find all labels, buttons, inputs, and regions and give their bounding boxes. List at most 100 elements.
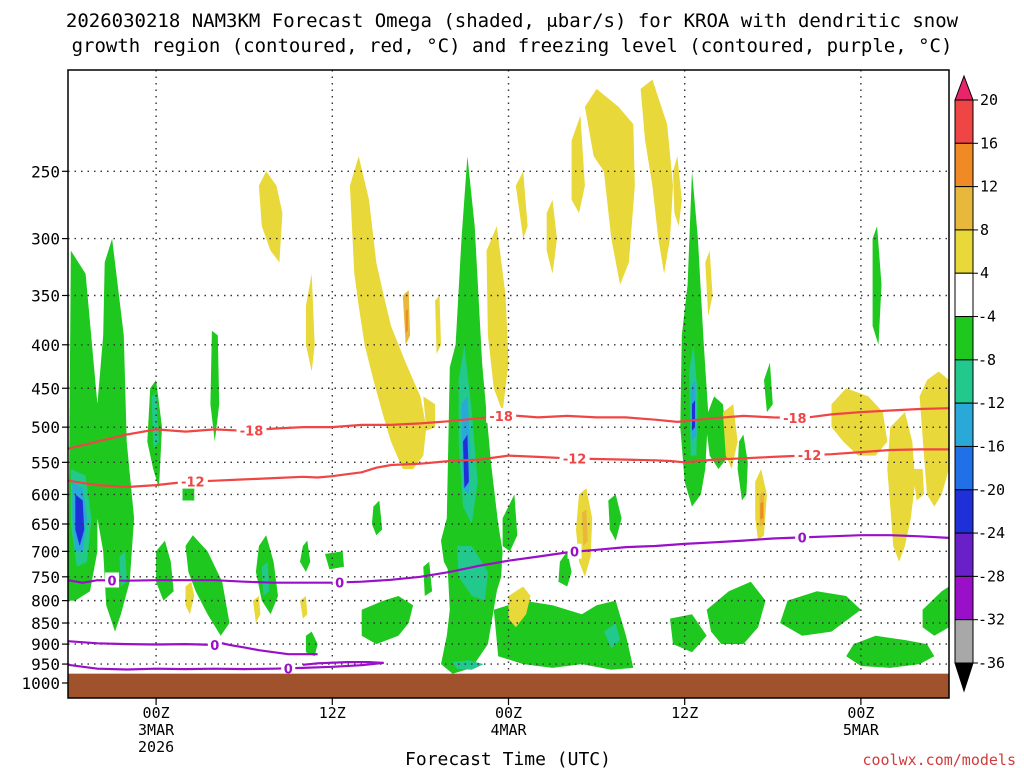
contour-label-bg-2-3 [795,529,810,545]
contour-line-4 [68,661,384,671]
omega-shade-73 [760,501,764,520]
chart-title-line-2: growth region (contoured, red, °C) and f… [72,35,953,57]
colorbar-bin-1 [954,99,974,144]
omega-shade-27 [780,591,861,636]
credit-text: coolwx.com/models [862,751,1016,768]
omega-shade-13 [371,500,383,536]
colorbar-bin-6 [954,316,974,361]
omega-shade-56 [640,79,673,274]
contour-label-3-0: 0 [210,639,219,654]
colorbar-label-13: -36 [978,654,1005,672]
colorbar-label-10: -24 [978,524,1005,542]
omega-shade-5 [156,540,174,601]
colorbar-bottom-arrow [954,662,974,693]
colorbar-bin-11 [954,532,974,577]
omega-shade-58 [705,250,713,316]
omega-shade-25 [670,614,707,653]
omega-shade-22 [705,396,729,469]
omega-shade-59 [722,404,738,469]
contour-label-2-3: 0 [798,531,807,546]
colorbar-bin-5 [954,272,974,318]
grid-layer [68,70,949,698]
y-tick-label-400: 400 [31,336,60,355]
contour-layer: -18 -18 -18 -12 -12 -12 0 0 0 0 0 0 [68,407,949,677]
omega-shade-26 [706,581,766,645]
x-tick-date-4: 5MAR [843,721,880,739]
omega-shade-52 [515,171,528,239]
omega-shade-34 [261,561,270,596]
y-tick-label-750: 750 [31,568,60,587]
omega-shade-29 [846,635,935,668]
contour-label-bg-4-0 [281,660,296,676]
colorbar-bin-7 [954,359,974,404]
y-tick-label-650: 650 [31,515,60,534]
colorbar-bin-8 [954,402,974,447]
omega-shade-64 [887,412,916,562]
y-tick-label-500: 500 [31,418,60,437]
y-tick-label-600: 600 [31,485,60,504]
colorbar-label-4: 4 [980,264,989,282]
y-tick-label-550: 550 [31,453,60,472]
colorbar-bin-2 [954,142,974,188]
omega-shade-21 [680,171,709,507]
contour-line-3 [68,640,318,656]
colorbar-label-1: 16 [980,134,998,152]
y-tick-label-800: 800 [31,592,60,611]
contour-label-4-0: 0 [284,662,293,677]
contour-label-0-0: -18 [240,424,264,439]
colorbar-bin-10 [954,489,974,534]
colorbar-bin-3 [954,186,974,231]
colorbar-top-arrow [954,74,974,101]
terrain-fill [68,673,949,698]
y-tick-label-1000: 1000 [21,674,60,693]
omega-shade-50 [435,295,441,354]
y-tick-label-250: 250 [31,162,60,181]
contour-label-0-1: -18 [489,410,513,425]
omega-shade-6 [185,535,230,636]
y-tick-label-450: 450 [31,379,60,398]
omega-shade-54 [571,115,585,214]
omega-shade-11 [325,551,344,570]
omega-shade-44 [463,434,469,489]
omega-shade-45 [692,400,695,431]
omega-shade-46 [258,171,283,263]
omega-shade-47 [305,273,315,372]
omega-shade-43 [75,494,85,546]
omega-shade-23 [737,434,748,501]
contour-label-bg-1-0 [177,473,208,489]
omega-shade-24 [764,362,773,413]
omega-shade-17 [502,494,518,552]
y-tick-label-900: 900 [31,635,60,654]
y-axis-ticks: 250 300 350 400 450 500 550 600 650 700 750 800 850 9… [21,162,68,693]
colorbar-label-3: 8 [980,221,989,239]
omega-shade-55 [584,88,635,285]
colorbar-label-9: -20 [978,481,1005,499]
omega-shade-39 [603,623,621,649]
omega-shade-4 [210,330,220,442]
x-tick-label-3: 12Z [671,704,698,722]
y-tick-label-350: 350 [31,286,60,305]
x-tick-date-0: 3MAR [138,721,175,739]
omega-shade-32 [151,392,159,449]
omega-shade-65 [919,371,949,507]
omega-shade-20 [608,494,622,541]
omega-shade-63 [831,388,888,456]
omega-shade-38 [452,660,484,670]
omega-shade-9 [300,540,311,572]
contour-label-bg-1-2 [794,447,825,463]
omega-shade-66 [912,469,924,501]
contour-label-bg-2-1 [332,574,347,590]
x-tick-label-0: 00Z [143,704,170,722]
omega-shade-18 [493,600,634,670]
x-tick-label-1: 12Z [319,704,346,722]
colorbar-label-6: -8 [978,351,996,369]
colorbar-bin-13 [954,619,974,664]
omega-shade-48 [349,156,427,469]
contour-label-1-1: -12 [563,452,587,467]
contour-label-0-2: -18 [783,412,807,427]
x-tick-year-0: 2026 [138,738,174,756]
contour-label-1-2: -12 [798,449,822,464]
chart-title-line-1: 2026030218 NAM3KM Forecast Omega (shaded… [66,10,959,32]
omega-shade-53 [546,199,557,274]
